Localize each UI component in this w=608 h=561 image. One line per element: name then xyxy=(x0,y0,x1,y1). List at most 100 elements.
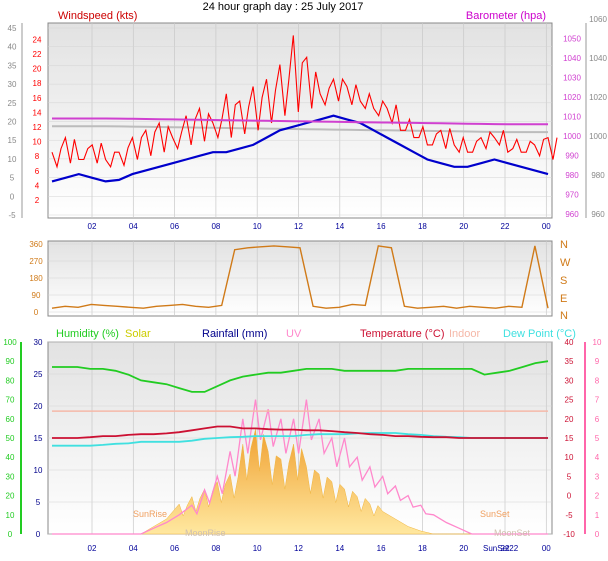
wind-outer-tick-label: 25 xyxy=(8,99,17,108)
rain-tick-label: 0 xyxy=(36,530,41,539)
legend-indoor: Indoor xyxy=(449,328,481,340)
humidity-tick-label: 40 xyxy=(6,453,15,462)
humidity-tick-label: 30 xyxy=(6,472,15,481)
baro-outer-tick-label: 1040 xyxy=(589,54,607,63)
wind-inner-tick-label: 16 xyxy=(33,94,42,103)
baro-tick-label: 1000 xyxy=(563,132,581,141)
dir-label-n-bottom: N xyxy=(560,310,568,322)
wind-outer-tick-label: 0 xyxy=(10,192,15,201)
uv-tick-label: 6 xyxy=(595,415,600,424)
time-tick-label: 04 xyxy=(129,222,138,231)
time-tick-label: 08 xyxy=(211,544,220,553)
wind-direction-line xyxy=(51,245,549,309)
moonset-label: MoonSet xyxy=(494,528,531,538)
wind-inner-tick-label: 20 xyxy=(33,65,42,74)
uv-tick-label: 0 xyxy=(595,530,600,539)
wind-outer-tick-label: 45 xyxy=(8,24,17,33)
humidity-tick-label: 50 xyxy=(6,434,15,443)
windspeed-line xyxy=(51,114,549,183)
legend-humidity: Humidity (%) xyxy=(56,328,119,340)
time-tick-label: 22 xyxy=(501,544,510,553)
time-tick-label: 06 xyxy=(170,222,179,231)
wind-inner-tick-label: 14 xyxy=(33,108,42,117)
temperature-line xyxy=(52,425,548,439)
direction-tick-label: 270 xyxy=(29,257,43,266)
barometer-axis-label: Barometer (hpa) xyxy=(466,10,546,22)
dir-label-w: W xyxy=(560,257,571,269)
barometer-line xyxy=(52,117,548,126)
rain-tick-label: 25 xyxy=(34,370,43,379)
direction-tick-label: 90 xyxy=(32,291,41,300)
time-tick-label: 12 xyxy=(294,222,303,231)
direction-tick-label: 180 xyxy=(29,274,43,283)
legend-temperature: Temperature (°C) xyxy=(360,328,444,340)
time-tick-label: 22 xyxy=(501,222,510,231)
baro-outer-tick-label: 980 xyxy=(591,171,605,180)
wind-outer-tick-label: 10 xyxy=(8,155,17,164)
temperature-tick-label: 10 xyxy=(565,453,574,462)
wind-outer-tick-label: 40 xyxy=(8,43,17,52)
legend-uv: UV xyxy=(286,328,302,340)
temperature-tick-label: 30 xyxy=(565,376,574,385)
humidity-tick-label: 20 xyxy=(6,492,15,501)
wind-outer-tick-label: 30 xyxy=(8,80,17,89)
legend-solar: Solar xyxy=(125,328,151,340)
rain-tick-label: 15 xyxy=(34,434,43,443)
uv-tick-label: 4 xyxy=(595,453,600,462)
gust-line xyxy=(51,35,558,169)
sunrise-label: SunRise xyxy=(133,509,167,519)
baro-tick-label: 990 xyxy=(565,152,579,161)
time-tick-label: 18 xyxy=(418,222,427,231)
baro-outer-tick-label: 1020 xyxy=(589,93,607,102)
direction-plot-area xyxy=(47,240,553,317)
rain-tick-label: 30 xyxy=(34,338,43,347)
humidity-tick-label: 90 xyxy=(6,357,15,366)
baro-outer-tick-label: 1000 xyxy=(589,132,607,141)
humidity-tick-label: 60 xyxy=(6,415,15,424)
legend-rainfall: Rainfall (mm) xyxy=(202,328,267,340)
wind-outer-tick-label: 35 xyxy=(8,61,17,70)
uv-tick-label: 1 xyxy=(595,511,600,520)
moonrise-label: MoonRise xyxy=(185,528,226,538)
wind-inner-tick-label: 8 xyxy=(35,152,40,161)
time-tick-label: 14 xyxy=(335,222,344,231)
temperature-tick-label: 0 xyxy=(567,492,572,501)
time-tick-label: 08 xyxy=(211,222,220,231)
dir-label-e: E xyxy=(560,293,567,305)
time-tick-label: 02 xyxy=(88,222,97,231)
direction-tick-label: 360 xyxy=(29,240,43,249)
time-tick-label: 16 xyxy=(377,222,386,231)
baro-outer-tick-label: 960 xyxy=(591,210,605,219)
rain-tick-label: 5 xyxy=(36,498,41,507)
time-tick-label: 14 xyxy=(335,544,344,553)
time-tick-label: 06 xyxy=(170,544,179,553)
wind-outer-tick-label: 20 xyxy=(8,118,17,127)
windspeed-axis-label: Windspeed (kts) xyxy=(58,10,137,22)
time-tick-label: 00 xyxy=(542,544,551,553)
time-tick-label: 16 xyxy=(377,544,386,553)
baro-tick-label: 980 xyxy=(565,171,579,180)
baro-tick-label: 1050 xyxy=(563,35,581,44)
wind-outer-tick-label: 5 xyxy=(10,174,15,183)
humidity-tick-label: 0 xyxy=(8,530,13,539)
temperature-tick-label: 20 xyxy=(565,415,574,424)
wind-inner-tick-label: 18 xyxy=(33,79,42,88)
solar-area xyxy=(52,429,548,535)
rain-tick-label: 10 xyxy=(34,466,43,475)
temperature-tick-label: 15 xyxy=(565,434,574,443)
temperature-tick-label: 25 xyxy=(565,396,574,405)
wind-outer-tick-label: 15 xyxy=(8,136,17,145)
sunset22-label: SunSet22 xyxy=(483,544,519,553)
baro-tick-label: 1040 xyxy=(563,54,581,63)
temperature-tick-label: -10 xyxy=(563,530,575,539)
temperature-tick-label: 5 xyxy=(567,472,572,481)
wind-inner-tick-label: 10 xyxy=(33,138,42,147)
time-tick-label: 00 xyxy=(542,222,551,231)
wind-inner-tick-label: 22 xyxy=(33,50,42,59)
wind-inner-tick-label: 6 xyxy=(35,167,40,176)
time-tick-label: 10 xyxy=(253,544,262,553)
baro-tick-label: 1010 xyxy=(563,113,581,122)
uv-tick-label: 10 xyxy=(593,338,602,347)
dir-label-n-top: N xyxy=(560,239,568,251)
